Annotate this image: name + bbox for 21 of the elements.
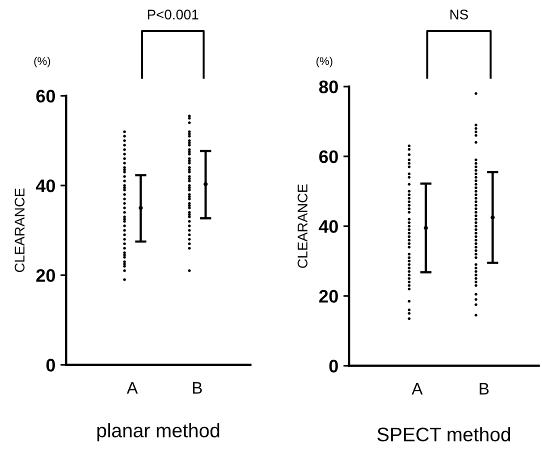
y-tick-label: 20 [36, 269, 55, 282]
x-tick-label: B [480, 383, 489, 395]
text: NS [450, 10, 468, 20]
y-tick-label: 40 [36, 179, 55, 192]
y-tick-label: 60 [36, 90, 55, 103]
x-tick-label: A [126, 382, 138, 394]
y-tick-label: 20 [319, 290, 338, 303]
y-tick-label: 40 [318, 220, 338, 233]
text: planar method [97, 423, 220, 442]
y-axis-title: CLEARANCE [298, 184, 308, 268]
text: SPECT method [377, 427, 510, 442]
y-axis-title: CLEARANCE [14, 188, 25, 272]
x-tick-label: A [412, 383, 423, 395]
y-tick-label: 60 [319, 150, 338, 164]
text: (%) [34, 56, 50, 68]
y-tick-label: 0 [329, 360, 338, 372]
text: P<0.001 [148, 10, 198, 20]
text: (%) [316, 56, 332, 68]
y-tick-label: 0 [46, 358, 55, 372]
x-tick-label: B [193, 382, 202, 394]
y-tick-label: 80 [319, 80, 338, 94]
